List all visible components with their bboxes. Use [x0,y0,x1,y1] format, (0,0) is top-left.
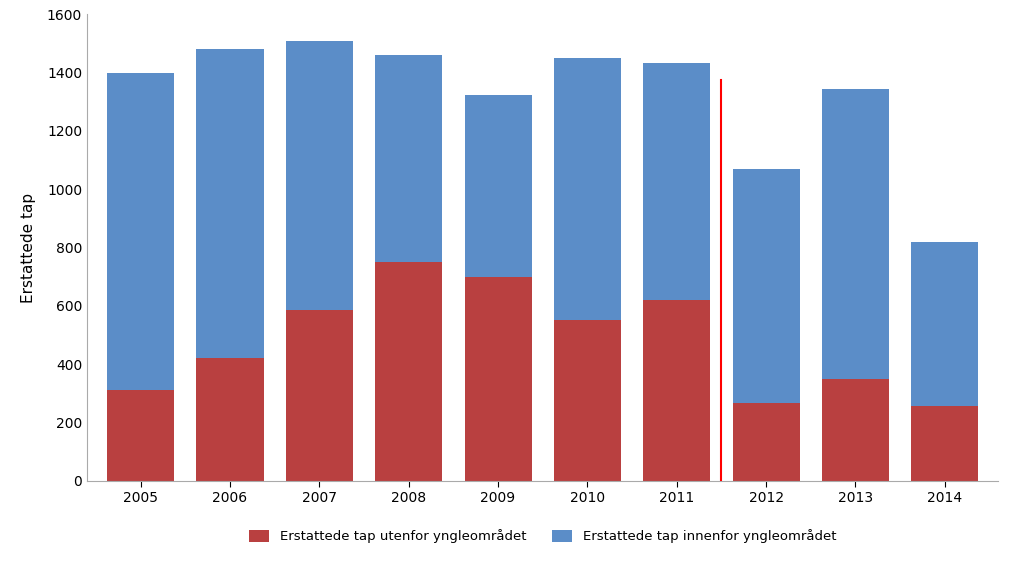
Y-axis label: Erstattede tap: Erstattede tap [20,192,36,303]
Bar [197,49,263,358]
Bar [822,89,889,379]
Bar [732,169,800,404]
Bar [643,300,711,481]
Bar [375,55,442,262]
Bar [911,406,978,481]
Bar [643,63,711,300]
Bar [554,58,621,320]
Bar [375,262,442,481]
Bar [197,358,263,481]
Bar [108,390,174,481]
Bar [911,241,978,406]
Bar [286,41,353,310]
Bar [108,73,174,390]
Bar [286,310,353,481]
Bar [465,277,531,481]
Bar [732,404,800,481]
Bar [822,379,889,481]
Bar [465,94,531,277]
Legend: Erstattede tap utenfor yngleområdet, Erstattede tap innenfor yngleområdet: Erstattede tap utenfor yngleområdet, Ers… [244,524,842,548]
Bar [554,320,621,481]
